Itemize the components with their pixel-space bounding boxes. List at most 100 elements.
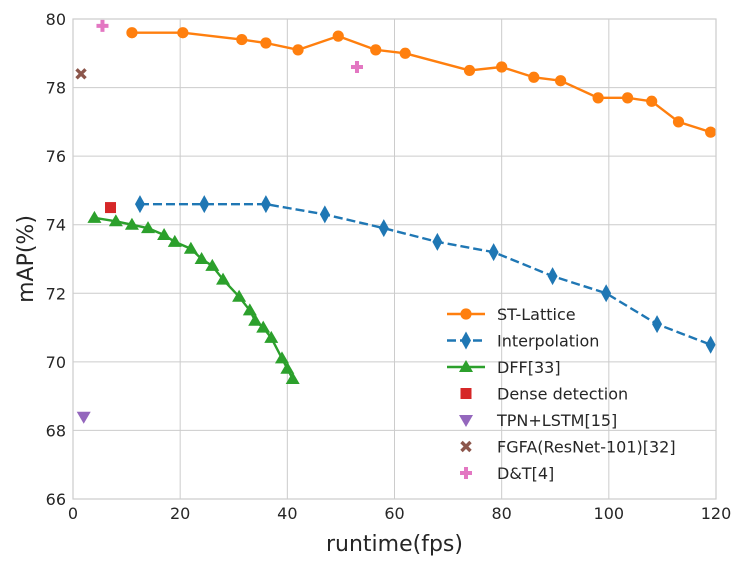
- data-point-interpolation: [260, 195, 271, 214]
- data-point-d-t-4: [96, 19, 109, 32]
- legend-label-dense-detection: Dense detection: [497, 385, 628, 404]
- x-marker-stroke: [75, 68, 87, 80]
- data-point-dff-33: [87, 210, 102, 223]
- x-tick-label: 20: [170, 504, 190, 523]
- x-tick-label: 120: [701, 504, 732, 523]
- y-tick-label: 68: [46, 421, 66, 440]
- series-interpolation: [134, 195, 716, 354]
- series-dff-33: [87, 210, 300, 384]
- tick-labels: 0 20 40 60 80 100 120 66 68 70 72 74 76 78 80: [46, 10, 732, 523]
- legend-label-st-lattice: ST-Lattice: [497, 305, 576, 324]
- legend-marker-d-t-4: [460, 467, 472, 479]
- data-point-dff-33: [157, 228, 172, 240]
- data-point-dff-33: [248, 313, 263, 326]
- legend-marker-tpn-lstm-15: [459, 415, 473, 427]
- legend-label-dff-33: DFF[33]: [497, 358, 561, 377]
- data-point-interpolation: [488, 243, 499, 262]
- data-point-dff-33: [256, 320, 271, 333]
- data-point-dff-33: [167, 234, 182, 247]
- data-point-st-lattice: [646, 95, 658, 107]
- data-point-dff-33: [274, 351, 289, 364]
- data-point-dff-33: [232, 289, 247, 302]
- data-point-st-lattice: [528, 71, 540, 83]
- legend-entry-fgfa-resnet-101-32: FGFA(ResNet-101)[32]: [460, 438, 676, 457]
- legend-entry-st-lattice: ST-Lattice: [447, 305, 576, 324]
- legend-marker-dense-detection: [460, 388, 472, 399]
- x-tick-label: 100: [594, 504, 625, 523]
- legend-entry-dff-33: DFF[33]: [447, 358, 561, 377]
- data-point-fgfa-resnet-101-32: [75, 68, 87, 80]
- series-dense-detection: [105, 202, 117, 214]
- data-point-st-lattice: [177, 27, 189, 39]
- data-point-interpolation: [199, 195, 210, 214]
- series-fgfa-resnet-101-32: [75, 68, 87, 80]
- legend-marker-st-lattice: [460, 308, 472, 320]
- plus-marker-bar: [464, 467, 468, 479]
- data-point-interpolation: [432, 232, 443, 251]
- series-tpn-lstm-15: [76, 411, 91, 424]
- y-axis-label: mAP(%): [14, 215, 39, 303]
- y-tick-label: 80: [46, 10, 66, 29]
- legend: ST-Lattice Interpolation DFF[33] Dense dete…: [447, 305, 676, 483]
- data-point-st-lattice: [332, 30, 344, 42]
- data-point-dff-33: [141, 221, 156, 234]
- data-point-st-lattice: [555, 75, 567, 87]
- legend-entry-dense-detection: Dense detection: [460, 385, 628, 404]
- data-point-st-lattice: [292, 44, 304, 56]
- data-point-st-lattice: [672, 116, 685, 128]
- series-st-lattice: [126, 27, 717, 138]
- data-point-st-lattice: [370, 44, 382, 56]
- data-point-interpolation: [652, 315, 663, 334]
- y-tick-label: 72: [46, 284, 66, 303]
- legend-entry-tpn-lstm-15: TPN+LSTM[15]: [459, 411, 617, 430]
- legend-label-fgfa-resnet-101-32: FGFA(ResNet-101)[32]: [497, 438, 676, 457]
- y-tick-label: 76: [46, 147, 66, 166]
- legend-marker-fgfa-resnet-101-32: [460, 440, 472, 453]
- data-point-interpolation: [378, 219, 389, 238]
- data-point-st-lattice: [496, 61, 508, 73]
- data-point-st-lattice: [705, 126, 717, 138]
- data-point-tpn-lstm-15: [76, 411, 91, 424]
- legend-label-tpn-lstm-15: TPN+LSTM[15]: [496, 411, 617, 430]
- data-point-d-t-4: [350, 61, 363, 73]
- data-point-dff-33: [280, 361, 295, 374]
- data-point-interpolation: [547, 267, 558, 286]
- data-point-st-lattice: [236, 33, 248, 46]
- data-point-dense-detection: [105, 202, 117, 214]
- data-point-st-lattice: [592, 92, 604, 104]
- x-tick-label: 60: [384, 504, 404, 523]
- data-point-interpolation: [601, 284, 612, 303]
- data-point-interpolation: [134, 195, 145, 214]
- data-point-st-lattice: [126, 27, 138, 39]
- data-point-dff-33: [285, 372, 300, 384]
- legend-marker-dff-33: [459, 360, 473, 372]
- data-point-interpolation: [319, 205, 330, 224]
- data-point-dff-33: [264, 330, 279, 343]
- data-point-dff-33: [194, 252, 209, 264]
- data-point-dff-33: [183, 241, 198, 254]
- data-point-st-lattice: [463, 64, 476, 77]
- plus-marker-bar: [354, 61, 359, 73]
- data-point-interpolation: [705, 335, 716, 354]
- legend-label-d-t-4: D&T[4]: [497, 464, 554, 483]
- y-tick-label: 70: [46, 353, 66, 372]
- data-point-st-lattice: [621, 92, 634, 104]
- x-tick-label: 0: [68, 504, 78, 523]
- data-point-dff-33: [124, 217, 139, 230]
- data-point-st-lattice: [399, 47, 411, 59]
- series-d-t-4: [96, 19, 363, 73]
- series-layer: [75, 19, 717, 424]
- data-point-dff-33: [205, 258, 220, 271]
- data-point-dff-33: [216, 272, 231, 285]
- legend-entry-d-t-4: D&T[4]: [460, 464, 554, 483]
- data-point-dff-33: [242, 303, 257, 316]
- plot-frame: [72, 18, 717, 500]
- x-tick-label: 40: [277, 504, 297, 523]
- legend-label-interpolation: Interpolation: [497, 332, 599, 351]
- x-axis-label: runtime(fps): [326, 532, 463, 557]
- y-tick-label: 74: [46, 216, 66, 235]
- data-point-dff-33: [108, 214, 123, 227]
- legend-marker-interpolation: [461, 331, 471, 350]
- plus-marker-bar: [100, 19, 105, 32]
